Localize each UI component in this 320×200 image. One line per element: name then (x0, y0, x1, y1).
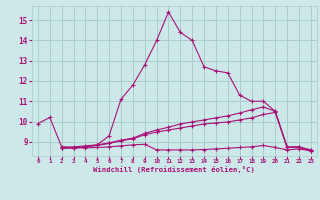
X-axis label: Windchill (Refroidissement éolien,°C): Windchill (Refroidissement éolien,°C) (93, 166, 255, 173)
